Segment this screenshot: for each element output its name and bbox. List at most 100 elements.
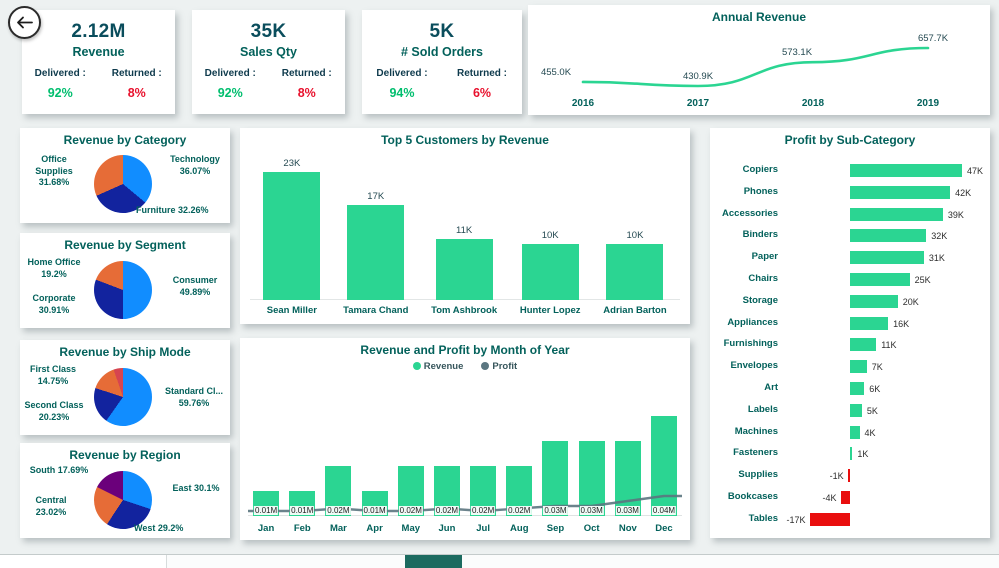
delivered-label: Delivered : (376, 68, 428, 79)
pie-label-standard-cl: Standard Cl... 59.76% (164, 386, 223, 408)
data-label: -17K (786, 514, 806, 525)
category-label: Paper (751, 251, 778, 263)
delivered-value: 92% (217, 86, 243, 100)
revenue-by-region-pie[interactable] (94, 471, 152, 529)
revenue-by-category-pie[interactable] (94, 155, 152, 213)
data-label: -4K (822, 493, 837, 503)
annual-revenue-chart: Annual Revenue 455.0K 430.9K 573.1K 657.7K 2… (528, 5, 990, 115)
page-tab[interactable] (86, 555, 167, 568)
bar-phones[interactable] (850, 185, 951, 199)
revenue-line[interactable] (581, 46, 930, 88)
kpi-label: Sales Qty (240, 45, 297, 59)
subcat-row-art: Art 6K (716, 378, 984, 399)
bar-storage[interactable] (850, 294, 898, 308)
bar-fasteners[interactable] (850, 447, 853, 461)
data-label: 31K (928, 253, 945, 264)
bar-binders[interactable] (850, 229, 927, 243)
bar-envelopes[interactable] (850, 360, 867, 374)
data-label: 657.7K (918, 33, 949, 44)
bar-adrian-barton[interactable] (606, 244, 664, 300)
bar-tamara-chand[interactable] (347, 205, 405, 300)
legend-label: Revenue (423, 361, 464, 372)
data-label: 0.02M (326, 506, 351, 515)
x-axis-label: 2018 (802, 98, 825, 109)
subcat-row-accessories: Accessories 39K (716, 204, 984, 225)
bar-nov[interactable] (614, 441, 641, 516)
legend-dot-profit (481, 362, 490, 370)
month-column-apr: 0.01M Apr (357, 382, 393, 536)
subcat-row-supplies: Supplies -1K (716, 465, 984, 486)
bar-appliances[interactable] (850, 316, 889, 330)
data-label: 47K (967, 166, 984, 176)
returned-label: Returned : (111, 68, 162, 79)
bar-tables[interactable] (809, 512, 850, 526)
data-label: 11K (881, 340, 897, 351)
subcat-row-binders: Binders 32K (716, 225, 984, 246)
subcat-row-bookcases: Bookcases -4K (716, 487, 984, 508)
page-tab-active[interactable] (405, 555, 462, 568)
subcat-row-furnishings: Furnishings 11K (716, 334, 984, 355)
bar-machines[interactable] (850, 425, 860, 439)
pie-plot: South 17.69% East 30.1% Central 23.02% West… (20, 443, 230, 538)
x-axis (248, 515, 682, 516)
bar-sean-miller[interactable] (263, 172, 321, 300)
bar-bookcases[interactable] (840, 491, 850, 504)
bar-labels[interactable] (850, 403, 862, 417)
data-label: 39K (947, 209, 964, 220)
bar-dec[interactable] (650, 416, 677, 516)
category-label: Binders (742, 229, 778, 241)
subcat-row-tables: Tables -17K (716, 509, 984, 530)
pie-plot: First Class 14.75% Second Class 20.23% Sta… (20, 340, 230, 435)
pie-label-south: South 17.69% (29, 465, 89, 475)
category-label: Tom Ashbrook (431, 305, 498, 316)
bar-column-tom-ashbrook: 11K Tom Ashbrook (431, 225, 497, 320)
bar-paper[interactable] (850, 251, 924, 265)
bar-oct[interactable] (578, 441, 605, 516)
kpi-label: # Sold Orders (401, 45, 483, 59)
chart-title: Revenue by Region (69, 448, 181, 462)
category-label: Art (764, 382, 778, 393)
category-label: Furnishings (723, 338, 778, 350)
page-tab[interactable] (0, 555, 87, 568)
subcat-row-paper: Paper 31K (716, 247, 984, 268)
bar-furnishings[interactable] (850, 338, 877, 352)
bar-sep[interactable] (542, 441, 569, 516)
legend-label: Profit (492, 361, 518, 372)
bar-tom-ashbrook[interactable] (435, 238, 493, 300)
bar-copiers[interactable] (850, 164, 962, 177)
bar-supplies[interactable] (847, 469, 850, 483)
chart-title: Top 5 Customers by Revenue (381, 133, 549, 147)
data-label: 16K (893, 318, 910, 329)
data-label: 10K (541, 230, 559, 242)
month-column-oct: 0.03M Oct (574, 382, 610, 536)
x-axis-label: 2019 (917, 98, 940, 109)
month-column-jul: 0.02M Jul (465, 382, 501, 536)
category-label: Tamara Chand (343, 305, 409, 316)
month-label: Mar (329, 523, 347, 534)
category-label: Sean Miller (266, 305, 317, 316)
category-label: Envelopes (730, 360, 778, 372)
returned-value: 8% (127, 86, 146, 100)
data-label: 11K (456, 224, 473, 236)
revenue-by-ship-mode-pie[interactable] (94, 368, 152, 426)
month-column-aug: 0.02M Aug (501, 382, 537, 536)
chart-title: Revenue by Segment (64, 238, 186, 252)
back-button[interactable] (8, 6, 41, 39)
bar-art[interactable] (850, 382, 865, 395)
category-label: Phones (743, 185, 778, 197)
bar-hunter-lopez[interactable] (521, 244, 579, 300)
x-axis-label: 2017 (687, 98, 710, 109)
month-label: Apr (366, 523, 383, 534)
category-label: Chairs (748, 273, 778, 284)
revenue-profit-by-month-chart: Revenue and Profit by Month of Year Reve… (240, 338, 690, 540)
month-label: May (401, 523, 421, 534)
chart-title: Revenue and Profit by Month of Year (360, 343, 570, 357)
legend-item-revenue[interactable]: Revenue (412, 361, 464, 372)
revenue-by-segment-pie[interactable] (94, 261, 152, 319)
data-label: 0.03M (615, 506, 640, 515)
kpi-card-revenue: 2.12M Revenue Delivered : 92% Returned :… (22, 10, 175, 114)
bar-chairs[interactable] (850, 273, 910, 286)
legend-item-profit[interactable]: Profit (481, 361, 517, 372)
pie-label-east: East 30.1% (172, 483, 220, 493)
bar-accessories[interactable] (850, 207, 943, 221)
